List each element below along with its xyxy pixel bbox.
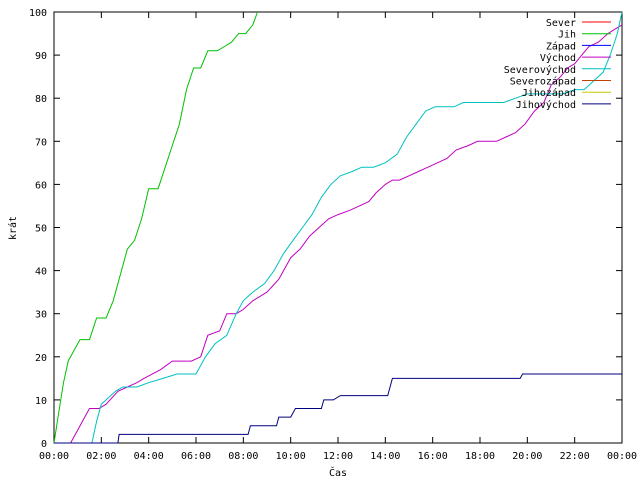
y-tick-label: 30 <box>35 310 47 321</box>
x-tick-label: 08:00 <box>228 451 258 462</box>
legend-label: Východ <box>540 52 576 64</box>
x-tick-label: 14:00 <box>370 451 400 462</box>
x-tick-label: 16:00 <box>418 451 448 462</box>
series-line-Jih <box>53 11 258 444</box>
y-tick-label: 0 <box>41 439 47 450</box>
x-tick-label: 20:00 <box>512 451 542 462</box>
y-tick-label: 50 <box>35 224 47 235</box>
y-tick-label: 100 <box>29 8 47 19</box>
legend: SeverJihZápadVýchodSeverovýchodSeverozáp… <box>504 18 611 111</box>
legend-label: Severozápad <box>510 76 576 88</box>
legend-label: Sever <box>546 18 576 29</box>
y-tick-label: 90 <box>35 51 47 62</box>
axis-ticks: 0 10 20 30 40 50 60 70 80 90 100 00:00 02:00 04:00 06:… <box>29 8 637 462</box>
series-line-Severovýchod <box>54 11 623 444</box>
x-tick-label: 00:00 <box>39 451 69 462</box>
x-tick-label: 04:00 <box>134 451 164 462</box>
x-tick-label: 06:00 <box>181 451 211 462</box>
x-tick-label: 00:00 <box>607 451 637 462</box>
legend-label: Jihovýchod <box>516 99 576 111</box>
y-tick-label: 80 <box>35 94 47 105</box>
x-axis-title: Čas <box>329 466 347 479</box>
y-tick-label: 70 <box>35 137 47 148</box>
legend-label: Jihozápad <box>522 87 576 99</box>
series-line-Východ <box>54 24 623 444</box>
legend-label: Jih <box>558 30 576 41</box>
y-tick-label: 60 <box>35 180 47 191</box>
x-tick-label: 12:00 <box>323 451 353 462</box>
y-axis-title: krát <box>7 216 19 240</box>
series-line-Jihovýchod <box>54 373 622 444</box>
legend-label: Západ <box>546 40 576 52</box>
x-tick-label: 18:00 <box>465 451 495 462</box>
series-lines <box>53 11 623 444</box>
x-tick-label: 02:00 <box>86 451 116 462</box>
x-tick-label: 22:00 <box>560 451 590 462</box>
y-tick-label: 10 <box>35 396 47 407</box>
y-tick-label: 40 <box>35 267 47 278</box>
legend-label: Severovýchod <box>504 64 576 76</box>
x-tick-label: 10:00 <box>276 451 306 462</box>
y-tick-label: 20 <box>35 353 47 364</box>
